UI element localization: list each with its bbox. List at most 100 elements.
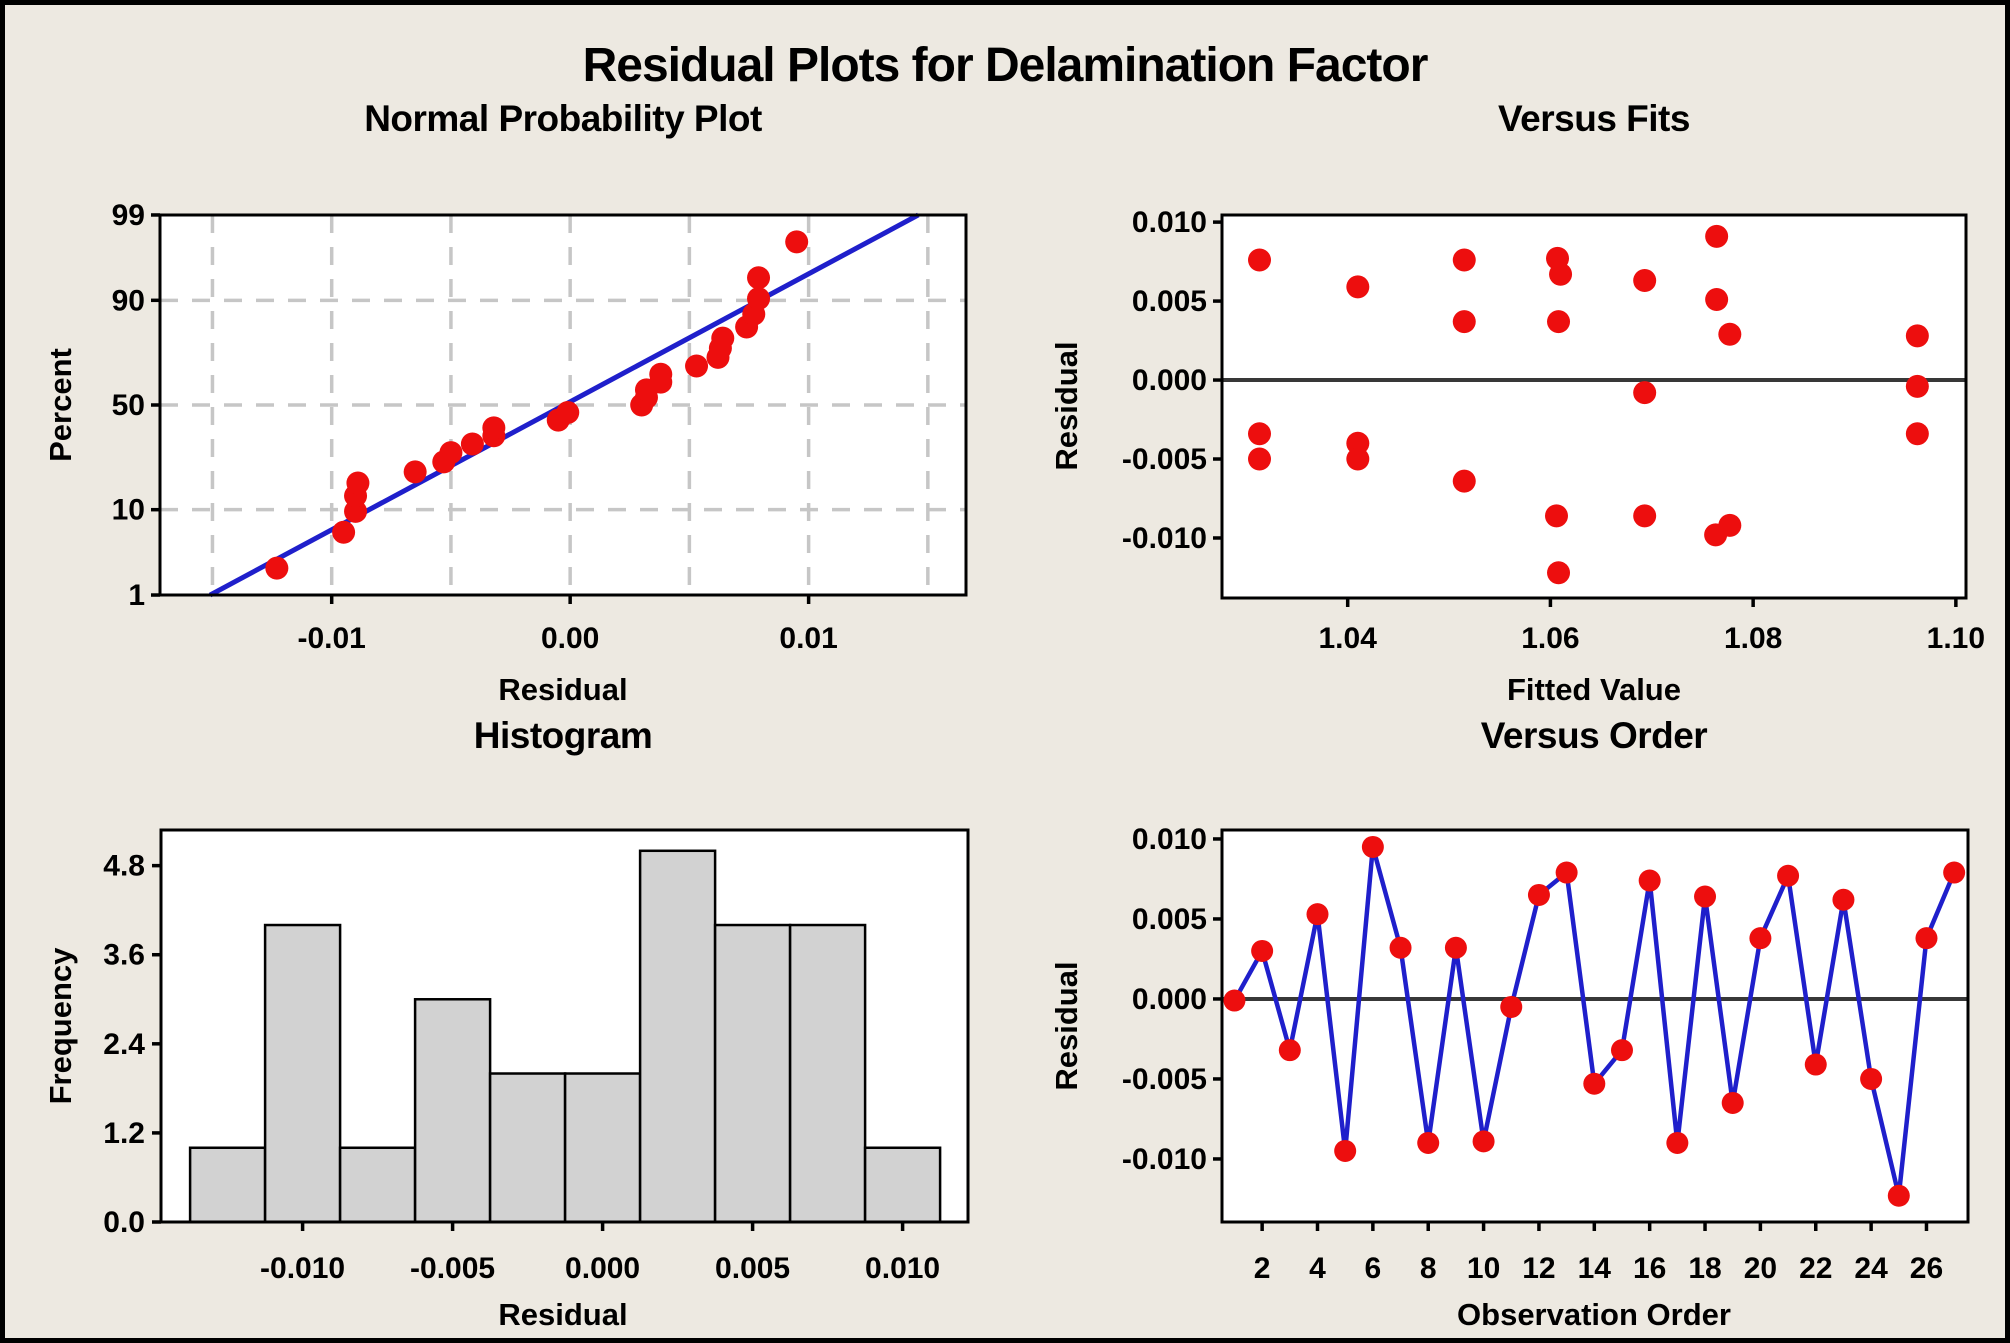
y-tick-label: 2.4 (103, 1028, 145, 1061)
y-tick-label: 3.6 (103, 939, 145, 972)
data-point (439, 441, 463, 465)
plot-border (1220, 213, 1968, 600)
data-point (1547, 310, 1571, 334)
y-tick-label: 0.010 (1132, 823, 1207, 856)
data-point (1248, 422, 1272, 446)
y-tick-label: -0.010 (1122, 1143, 1207, 1176)
histogram-bar (713, 923, 792, 1224)
data-point (1705, 224, 1729, 248)
x-tick-label: 18 (1688, 1252, 1721, 1285)
data-point (1306, 903, 1329, 926)
data-point (460, 432, 484, 456)
data-point (1943, 861, 1966, 884)
data-point (1633, 381, 1657, 405)
data-point (1905, 374, 1929, 398)
y-tick-label: 0.005 (1132, 285, 1207, 318)
data-point (649, 362, 673, 386)
x-axis-title: Residual (498, 1297, 627, 1332)
data-point (1610, 1039, 1633, 1062)
data-point (1915, 927, 1938, 950)
plot-background (1222, 215, 1966, 598)
y-tick-label: 99 (112, 199, 145, 232)
data-point (747, 287, 771, 311)
y-axis-title: Percent (43, 348, 78, 462)
panel-title: Versus Fits (1498, 98, 1690, 139)
x-axis-title: Fitted Value (1507, 672, 1681, 707)
data-point (1346, 447, 1370, 471)
x-axis-title: Residual (498, 672, 627, 707)
data-point (1860, 1067, 1883, 1090)
histogram-bar (188, 1146, 267, 1224)
panel-title: Histogram (474, 715, 652, 756)
x-tick-label: -0.005 (410, 1252, 495, 1285)
y-tick-label: 0.010 (1132, 206, 1207, 239)
x-tick-label: 1.06 (1521, 622, 1579, 655)
x-tick-label: 1.08 (1724, 622, 1782, 655)
y-axis-title: Frequency (43, 947, 78, 1105)
versus-order-panel: 2 4 6 8 10 12 14 16 18 20 22 24 260.0100.0050.000-0.… (1049, 715, 1970, 1332)
data-point (1638, 869, 1661, 892)
data-point (403, 460, 427, 484)
x-tick-label: 26 (1910, 1252, 1943, 1285)
data-point (747, 266, 771, 290)
data-point (1832, 888, 1855, 911)
data-point (346, 471, 370, 495)
data-point (1583, 1072, 1606, 1095)
y-tick-label: 4.8 (103, 850, 145, 883)
histogram-bar (563, 1072, 642, 1224)
data-point (1905, 324, 1929, 348)
data-point (1417, 1131, 1440, 1154)
y-tick-label: 1.2 (103, 1117, 145, 1150)
data-point (1905, 422, 1929, 446)
data-point (1278, 1039, 1301, 1062)
data-point (1718, 513, 1742, 537)
data-point (1472, 1130, 1495, 1153)
x-tick-label: 1.10 (1927, 622, 1985, 655)
data-point (332, 520, 356, 544)
data-point (1452, 469, 1476, 493)
data-point (1527, 883, 1550, 906)
x-tick-label: 6 (1365, 1252, 1382, 1285)
x-tick-label: -0.010 (260, 1252, 345, 1285)
histogram-bar (788, 923, 867, 1224)
x-axis-title: Observation Order (1457, 1297, 1731, 1332)
data-point (685, 354, 709, 378)
histogram-bar (863, 1146, 942, 1224)
data-point (1549, 262, 1573, 286)
data-point (1544, 504, 1568, 528)
x-tick-label: 14 (1578, 1252, 1612, 1285)
x-tick-label: 2 (1254, 1252, 1271, 1285)
data-point (1452, 248, 1476, 272)
data-point (711, 326, 735, 350)
histogram-bar (413, 998, 492, 1224)
histogram-bar (488, 1072, 567, 1224)
data-point (1389, 936, 1412, 959)
histogram-panel: -0.010 -0.005 0.000 0.005 0.010 0.0 1.2 2.4 3.6 4… (43, 715, 970, 1332)
x-tick-label: 16 (1633, 1252, 1666, 1285)
data-point (1223, 989, 1246, 1012)
x-tick-label: 1.04 (1318, 622, 1377, 655)
y-tick-label: 1 (128, 579, 145, 612)
figure-title: Residual Plots for Delamination Factor (583, 39, 1428, 92)
data-point (1721, 1091, 1744, 1114)
data-point (1777, 864, 1800, 887)
y-axis-title: Residual (1049, 961, 1084, 1090)
data-point (1666, 1131, 1689, 1154)
plot-background (1222, 830, 1968, 1222)
x-tick-label: 4 (1309, 1252, 1326, 1285)
x-tick-label: 12 (1522, 1252, 1555, 1285)
y-tick-label: 90 (112, 284, 145, 317)
data-point (265, 556, 289, 580)
histogram-bar (263, 923, 342, 1224)
data-point (1248, 447, 1272, 471)
y-tick-label: 0.000 (1132, 983, 1207, 1016)
y-axis-title: Residual (1049, 341, 1084, 470)
data-point (1547, 561, 1571, 585)
y-tick-label: -0.005 (1122, 1063, 1207, 1096)
y-tick-label: 10 (112, 494, 145, 527)
histogram-bar (338, 1146, 417, 1224)
data-point (1452, 310, 1476, 334)
data-point (1705, 287, 1729, 311)
data-point (1887, 1184, 1910, 1207)
panel-title: Normal Probability Plot (364, 98, 762, 139)
